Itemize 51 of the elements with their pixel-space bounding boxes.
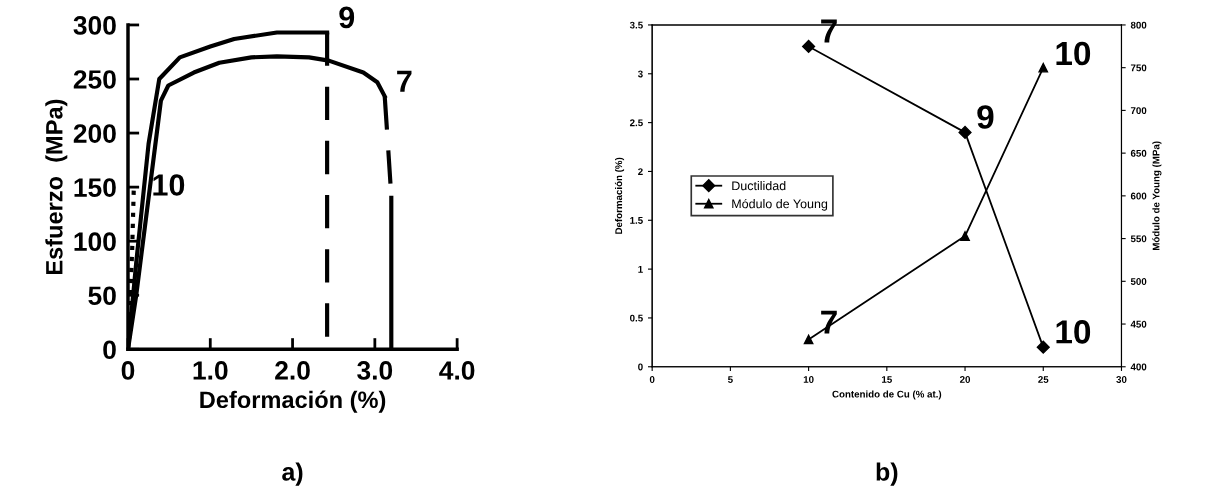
x-tick-label: 0 [121,361,135,380]
y2-tick-label: 400 [1130,363,1147,371]
y-axis-title: Deformación (%) [614,157,625,234]
y-tick-label: 100 [74,232,116,251]
y-tick-label: 1 [638,265,643,273]
y-tick-label: 2.5 [629,119,643,127]
y-tick-label: 3 [637,70,643,78]
y-tick-label: 1.5 [630,217,643,224]
y2-tick-label: 450 [1130,320,1147,328]
y2-tick-label: 500 [1130,278,1147,285]
x-axis-title: Contenido de Cu (% at.) [832,390,942,400]
annotation: 10 [1056,41,1091,66]
y-tick-label: 50 [88,286,116,306]
text: b) [876,462,898,486]
y-tick-label: 0 [103,340,116,360]
annotation: 10 [1056,320,1091,344]
annotation: 9 [977,105,994,129]
y2-tick-label: 600 [1130,192,1147,200]
legend-label: Módulo de Young [732,198,828,211]
y-tick-label: 0.5 [630,314,643,322]
x-tick-label: 25 [1038,376,1049,383]
text: a) [282,462,303,486]
y-tick-label: 3.5 [629,21,643,29]
annotation: 7 [397,70,412,92]
y-tick-label: 200 [73,124,116,143]
x-tick-label: 1.0 [193,361,228,380]
annotation: 9 [339,6,355,29]
x-tick-label: 10 [803,376,814,383]
x-tick-label: 20 [959,376,971,383]
y2-tick-label: 750 [1130,64,1147,72]
legend-label: Ductilidad [732,181,786,191]
y-tick-label: 150 [74,178,116,197]
y-tick-label: 2 [638,168,643,175]
y-tick-label: 250 [73,70,116,89]
x-tick-label: 30 [1116,376,1127,383]
y2-tick-label: 800 [1130,21,1147,29]
x-tick-label: 5 [727,376,733,383]
y2-tick-label: 550 [1130,235,1147,243]
y-tick-label: 300 [73,16,116,35]
x-tick-label: 2.0 [275,361,310,380]
x-tick-label: 15 [882,376,892,383]
y-axis-title: Esfuerzo (MPa) [45,99,68,275]
x-tick-label: 4.0 [439,361,475,380]
y2-tick-label: 650 [1130,149,1147,157]
annotation: 10 [153,174,185,196]
x-axis-title: Deformación (%) [200,390,386,413]
y2-axis-title: Módulo de Young (MPa) [1152,141,1162,251]
annotation: 7 [821,19,837,43]
y2-tick-label: 700 [1130,107,1147,115]
x-tick-label: 0 [649,376,655,383]
x-tick-label: 3.0 [357,361,393,380]
